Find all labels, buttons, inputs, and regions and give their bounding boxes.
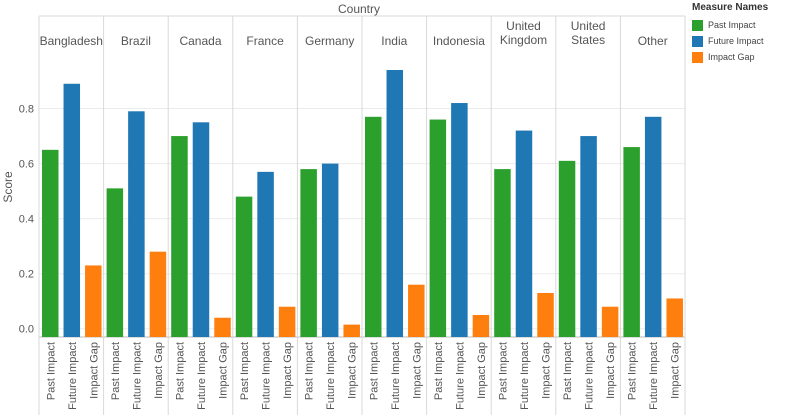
y-axis-label: Score [1, 171, 15, 203]
y-tick-label: 0.0 [19, 324, 34, 336]
legend-item-impact-gap[interactable]: Impact Gap [692, 49, 798, 65]
x-tick-label: Future Impact [519, 342, 531, 410]
x-tick-label: Future Impact [454, 342, 466, 410]
bar[interactable] [601, 306, 619, 337]
bar[interactable] [214, 317, 231, 337]
bar[interactable] [149, 251, 167, 337]
x-tick-label: Impact Gap [476, 342, 488, 399]
bar[interactable] [386, 70, 404, 338]
country-headers: Bangladesh Brazil Canada France Germany India… [40, 19, 668, 48]
bars [42, 70, 683, 338]
y-tick-label: 0.6 [19, 159, 34, 171]
bar[interactable] [666, 298, 683, 337]
x-tick-label: Past Impact [239, 342, 251, 400]
country-label: Germany [305, 34, 354, 48]
bar[interactable] [278, 306, 296, 337]
bar[interactable] [408, 284, 425, 337]
x-tick-label: Future Impact [325, 342, 337, 410]
country-label: India [381, 34, 407, 48]
bar[interactable] [235, 196, 253, 337]
x-tick-label: Impact Gap [88, 342, 100, 399]
x-tick-label: Impact Gap [670, 342, 682, 399]
y-axis-ticks: 0.0 0.2 0.4 0.6 0.8 [19, 104, 34, 336]
x-tick-label: Past Impact [368, 342, 380, 400]
bar[interactable] [192, 122, 210, 337]
x-tick-label: Future Impact [390, 342, 402, 410]
country-label: United [506, 19, 541, 33]
bar[interactable] [171, 136, 188, 337]
x-tick-label: Past Impact [304, 342, 316, 400]
x-tick-label: Future Impact [261, 342, 273, 410]
bar[interactable] [429, 119, 447, 337]
legend-label: Future Impact [708, 36, 764, 46]
bar[interactable] [472, 314, 490, 337]
x-tick-label: Impact Gap [411, 342, 423, 399]
bar[interactable] [580, 136, 597, 337]
legend-item-future-impact[interactable]: Future Impact [692, 33, 798, 49]
bar[interactable] [85, 265, 102, 337]
country-label: Canada [179, 34, 221, 48]
y-tick-label: 0.8 [19, 104, 34, 116]
legend-title: Measure Names [692, 2, 769, 13]
x-tick-label: Future Impact [196, 342, 208, 410]
x-tick-label: Past Impact [627, 342, 639, 400]
x-tick-label: Future Impact [648, 342, 660, 410]
country-label: Indonesia [433, 34, 485, 48]
legend-swatch [692, 35, 703, 47]
bar[interactable] [494, 169, 511, 337]
bar[interactable] [42, 149, 59, 337]
legend-label: Impact Gap [708, 52, 755, 62]
bar[interactable] [537, 292, 554, 337]
x-tick-label: Future Impact [67, 342, 79, 410]
legend-swatch [692, 51, 703, 63]
legend-item-past-impact[interactable]: Past Impact [692, 17, 798, 33]
bar[interactable] [257, 171, 274, 337]
x-tick-label: Past Impact [433, 342, 445, 400]
bar[interactable] [321, 163, 339, 337]
x-tick-label: Past Impact [562, 342, 574, 400]
country-label: Brazil [121, 34, 151, 48]
x-tick-label: Past Impact [110, 342, 122, 400]
bar[interactable] [644, 116, 662, 338]
country-label: Bangladesh [40, 34, 103, 48]
legend-label: Past Impact [708, 20, 756, 30]
bar[interactable] [623, 147, 640, 337]
x-axis-labels: Past Impact Future Impact Impact Gap Past I… [45, 342, 681, 410]
bar[interactable] [128, 111, 145, 337]
x-tick-label: Impact Gap [218, 342, 230, 399]
country-label: Kingdom [500, 33, 547, 47]
x-tick-label: Impact Gap [605, 342, 617, 399]
bar[interactable] [106, 188, 124, 337]
bar[interactable] [451, 103, 468, 337]
bar[interactable] [63, 83, 81, 337]
x-tick-label: Impact Gap [347, 342, 359, 399]
x-tick-label: Past Impact [174, 342, 186, 400]
chart-title: Country [338, 2, 380, 16]
bar[interactable] [515, 130, 533, 337]
legend: Measure Names Past Impact Future Impact … [688, 0, 798, 65]
x-tick-label: Past Impact [45, 342, 57, 400]
bar[interactable] [343, 324, 360, 337]
x-tick-label: Impact Gap [541, 342, 553, 399]
country-label: United [571, 19, 606, 33]
country-panels [38, 15, 686, 415]
y-tick-label: 0.4 [19, 214, 34, 226]
x-tick-label: Impact Gap [153, 342, 165, 399]
bar[interactable] [558, 160, 576, 337]
x-tick-label: Past Impact [497, 342, 509, 400]
country-label: States [571, 33, 605, 47]
x-tick-label: Impact Gap [282, 342, 294, 399]
bar[interactable] [300, 169, 317, 337]
x-tick-label: Future Impact [131, 342, 143, 410]
legend-swatch [692, 19, 703, 31]
country-label: Other [638, 34, 668, 48]
y-tick-label: 0.2 [19, 269, 34, 281]
x-tick-label: Future Impact [584, 342, 596, 410]
bar[interactable] [365, 116, 382, 338]
country-label: France [246, 34, 284, 48]
